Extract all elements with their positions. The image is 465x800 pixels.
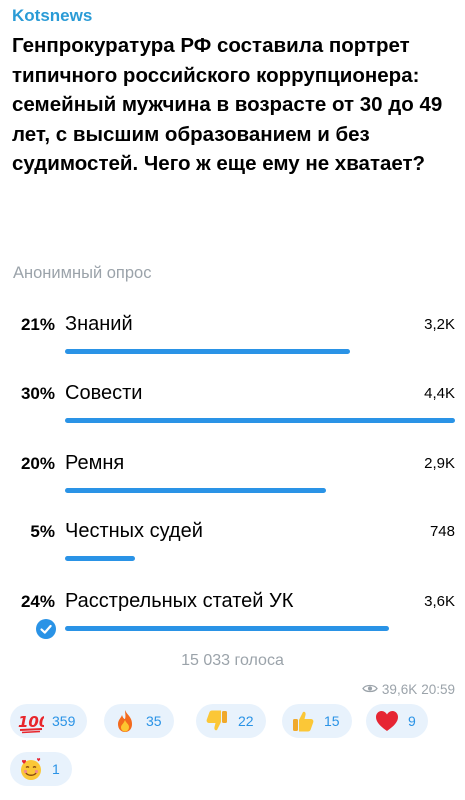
reaction-button[interactable]: 35 <box>104 704 174 738</box>
poll-option-label: Расстрельных статей УК <box>65 590 294 612</box>
poll-option-bar <box>65 626 455 631</box>
reaction-count: 35 <box>146 713 162 729</box>
poll-option-bar-fill <box>65 626 389 631</box>
poll-option-bar-fill <box>65 349 350 354</box>
poll-option-votes: 748 <box>429 523 455 540</box>
checkmark-icon <box>36 619 56 639</box>
poll-option-bar-fill <box>65 556 136 561</box>
eye-icon <box>362 682 378 697</box>
poll-option-bar <box>65 556 455 561</box>
poll-option[interactable]: 24% Расстрельных статей УК 3,6K <box>0 590 465 642</box>
poll-option-bar <box>65 349 455 354</box>
poll-option[interactable]: 5% Честных судей 748 <box>0 520 465 572</box>
poll-option-label: Знаний <box>65 313 133 335</box>
poll-total-votes: 15 033 голоса <box>181 652 284 669</box>
reaction-button[interactable]: 9 <box>366 704 428 738</box>
message-time: 20:59 <box>421 682 455 697</box>
poll-type-label: Анонимный опрос <box>13 264 152 282</box>
poll-option-label: Совести <box>65 382 143 404</box>
reaction-count: 15 <box>324 713 340 729</box>
message-meta: 39,6K 20:59 <box>362 682 455 697</box>
poll-option-bar <box>65 488 455 493</box>
svg-text:100: 100 <box>18 713 44 731</box>
poll-option[interactable]: 21% Знаний 3,2K <box>0 313 465 365</box>
poll-option-votes: 3,6K <box>424 593 455 610</box>
poll-option-bar <box>65 418 455 423</box>
red-heart-icon <box>374 708 400 734</box>
reaction-button[interactable]: 22 <box>196 704 266 738</box>
poll-option-bar-fill <box>65 488 327 493</box>
poll-option-percent: 21% <box>20 315 55 334</box>
poll-option-votes: 2,9K <box>424 455 455 472</box>
thumbs-up-icon <box>290 708 316 734</box>
fire-icon <box>112 708 138 734</box>
poll-option-percent: 24% <box>20 592 55 611</box>
poll-option-percent: 5% <box>30 522 55 541</box>
smiling-face-with-hearts-icon <box>18 756 44 782</box>
hundred-points-icon: 100 <box>18 708 49 734</box>
poll-option-percent: 20% <box>20 454 55 473</box>
poll-option-bar-fill <box>65 418 455 423</box>
poll-option[interactable]: 20% Ремня 2,9K <box>0 452 465 504</box>
poll-option-votes: 4,4K <box>424 385 455 402</box>
poll-option-label: Честных судей <box>65 520 203 542</box>
thumbs-down-icon <box>204 708 230 734</box>
reaction-count: 1 <box>52 761 60 777</box>
poll-option-votes: 3,2K <box>424 316 455 333</box>
view-count: 39,6K <box>381 682 418 697</box>
channel-name[interactable]: Kotsnews <box>12 6 93 25</box>
reaction-button[interactable]: 1 <box>10 752 72 786</box>
poll-option[interactable]: 30% Совести 4,4K <box>0 382 465 434</box>
reaction-count: 22 <box>238 713 254 729</box>
poll-option-label: Ремня <box>65 452 125 474</box>
poll-option-percent: 30% <box>20 384 55 403</box>
reaction-button[interactable]: 15 <box>282 704 352 738</box>
post-text: Генпрокуратура РФ составила портрет типи… <box>12 34 443 175</box>
reaction-count: 359 <box>52 713 76 729</box>
reaction-count: 9 <box>408 713 416 729</box>
reaction-button[interactable]: 100 359 <box>10 704 88 738</box>
